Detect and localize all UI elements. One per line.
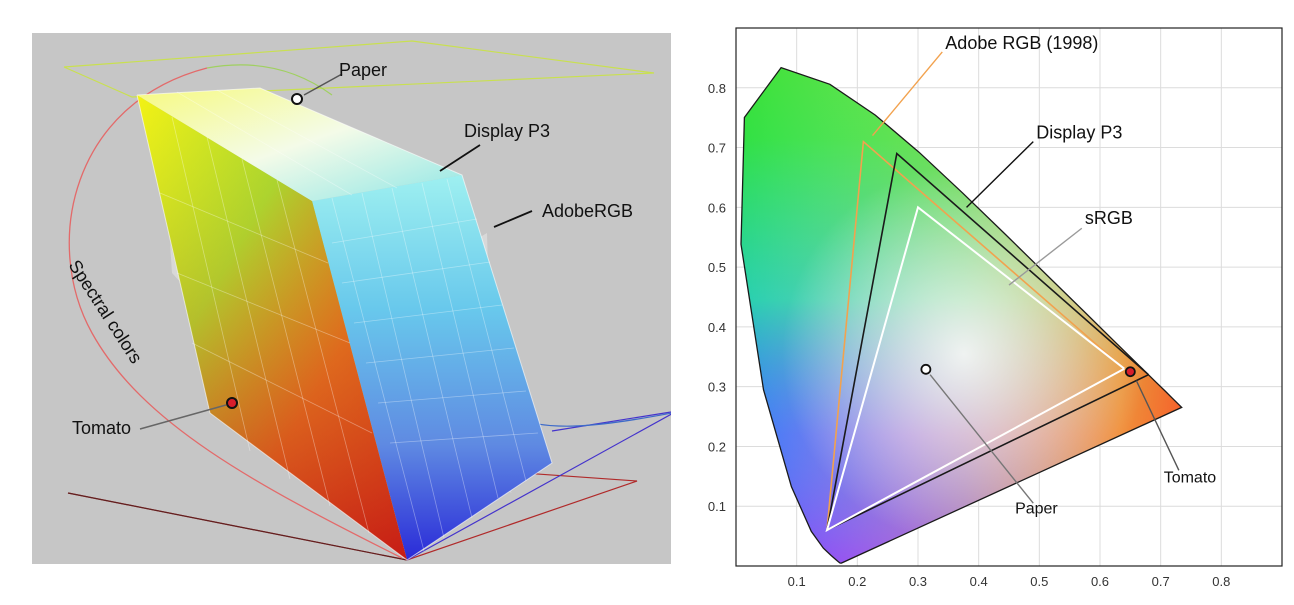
top-gamut-outline [63,40,655,98]
spectral-locus [740,66,1183,564]
label-srgb: sRGB [1085,208,1133,228]
x-tick-label: 0.1 [788,574,806,589]
cie-chromaticity-chart: 0.1 0.1 0.2 0.2 0.3 0.3 0.4 0.4 0.5 0.5 0.6 0.6 0.7 0… [680,10,1294,600]
adobe-rgb-leader [871,51,943,137]
label-display-p3: Display P3 [1036,123,1122,143]
label-paper: Paper [339,60,387,80]
x-tick-label: 0.4 [970,574,988,589]
y-tick-label: 0.5 [708,260,726,275]
label-paper: Paper [1015,500,1058,517]
y-tick-label: 0.8 [708,81,726,96]
y-tick-label: 0.6 [708,200,726,215]
tomato-marker [226,397,238,409]
gamut-3d-figure: Paper Display P3 AdobeRGB Tomato Spectra… [32,33,678,564]
cie-chart-canvas: 0.1 0.1 0.2 0.2 0.3 0.3 0.4 0.4 0.5 0.5 0.6 0.6 0.7 0… [680,10,1294,600]
paper-marker [291,93,303,105]
label-tomato: Tomato [1164,469,1217,486]
y-tick-label: 0.2 [708,439,726,454]
tomato-point [1124,366,1136,378]
x-tick-label: 0.5 [1030,574,1048,589]
spectral-curve [68,67,403,559]
display-p3-gamut-triangle [825,151,1150,532]
srgb-gamut-triangle [825,205,1125,533]
paper-point [920,363,932,375]
y-tick-label: 0.1 [708,499,726,514]
x-tick-label: 0.6 [1091,574,1109,589]
y-tick-label: 0.3 [708,380,726,395]
mesh-grid [159,89,539,552]
label-display-p3: Display P3 [464,121,550,141]
label-adobergb: AdobeRGB [542,201,633,221]
plot-frame [735,27,1283,567]
paper-leader [929,374,1034,504]
y-tick-label: 0.4 [708,320,726,335]
label-tomato: Tomato [72,418,131,438]
gamut-3d-canvas: Paper Display P3 AdobeRGB Tomato Spectra… [32,33,678,564]
chart-annotations [871,51,1180,504]
x-tick-label: 0.7 [1152,574,1170,589]
cube-top-face [137,88,462,201]
srgb-leader [1008,227,1083,286]
label-adobe-rgb-1998: Adobe RGB (1998) [945,33,1098,53]
y-tick-label: 0.7 [708,141,726,156]
x-tick-label: 0.3 [909,574,927,589]
x-tick-label: 0.8 [1212,574,1230,589]
chart-axes: 0.1 0.1 0.2 0.2 0.3 0.3 0.4 0.4 0.5 0.5 0.6 0.6 0.7 0… [708,27,1283,589]
display-p3-leader [966,141,1034,208]
tomato-leader [1135,380,1180,471]
x-tick-label: 0.2 [848,574,866,589]
